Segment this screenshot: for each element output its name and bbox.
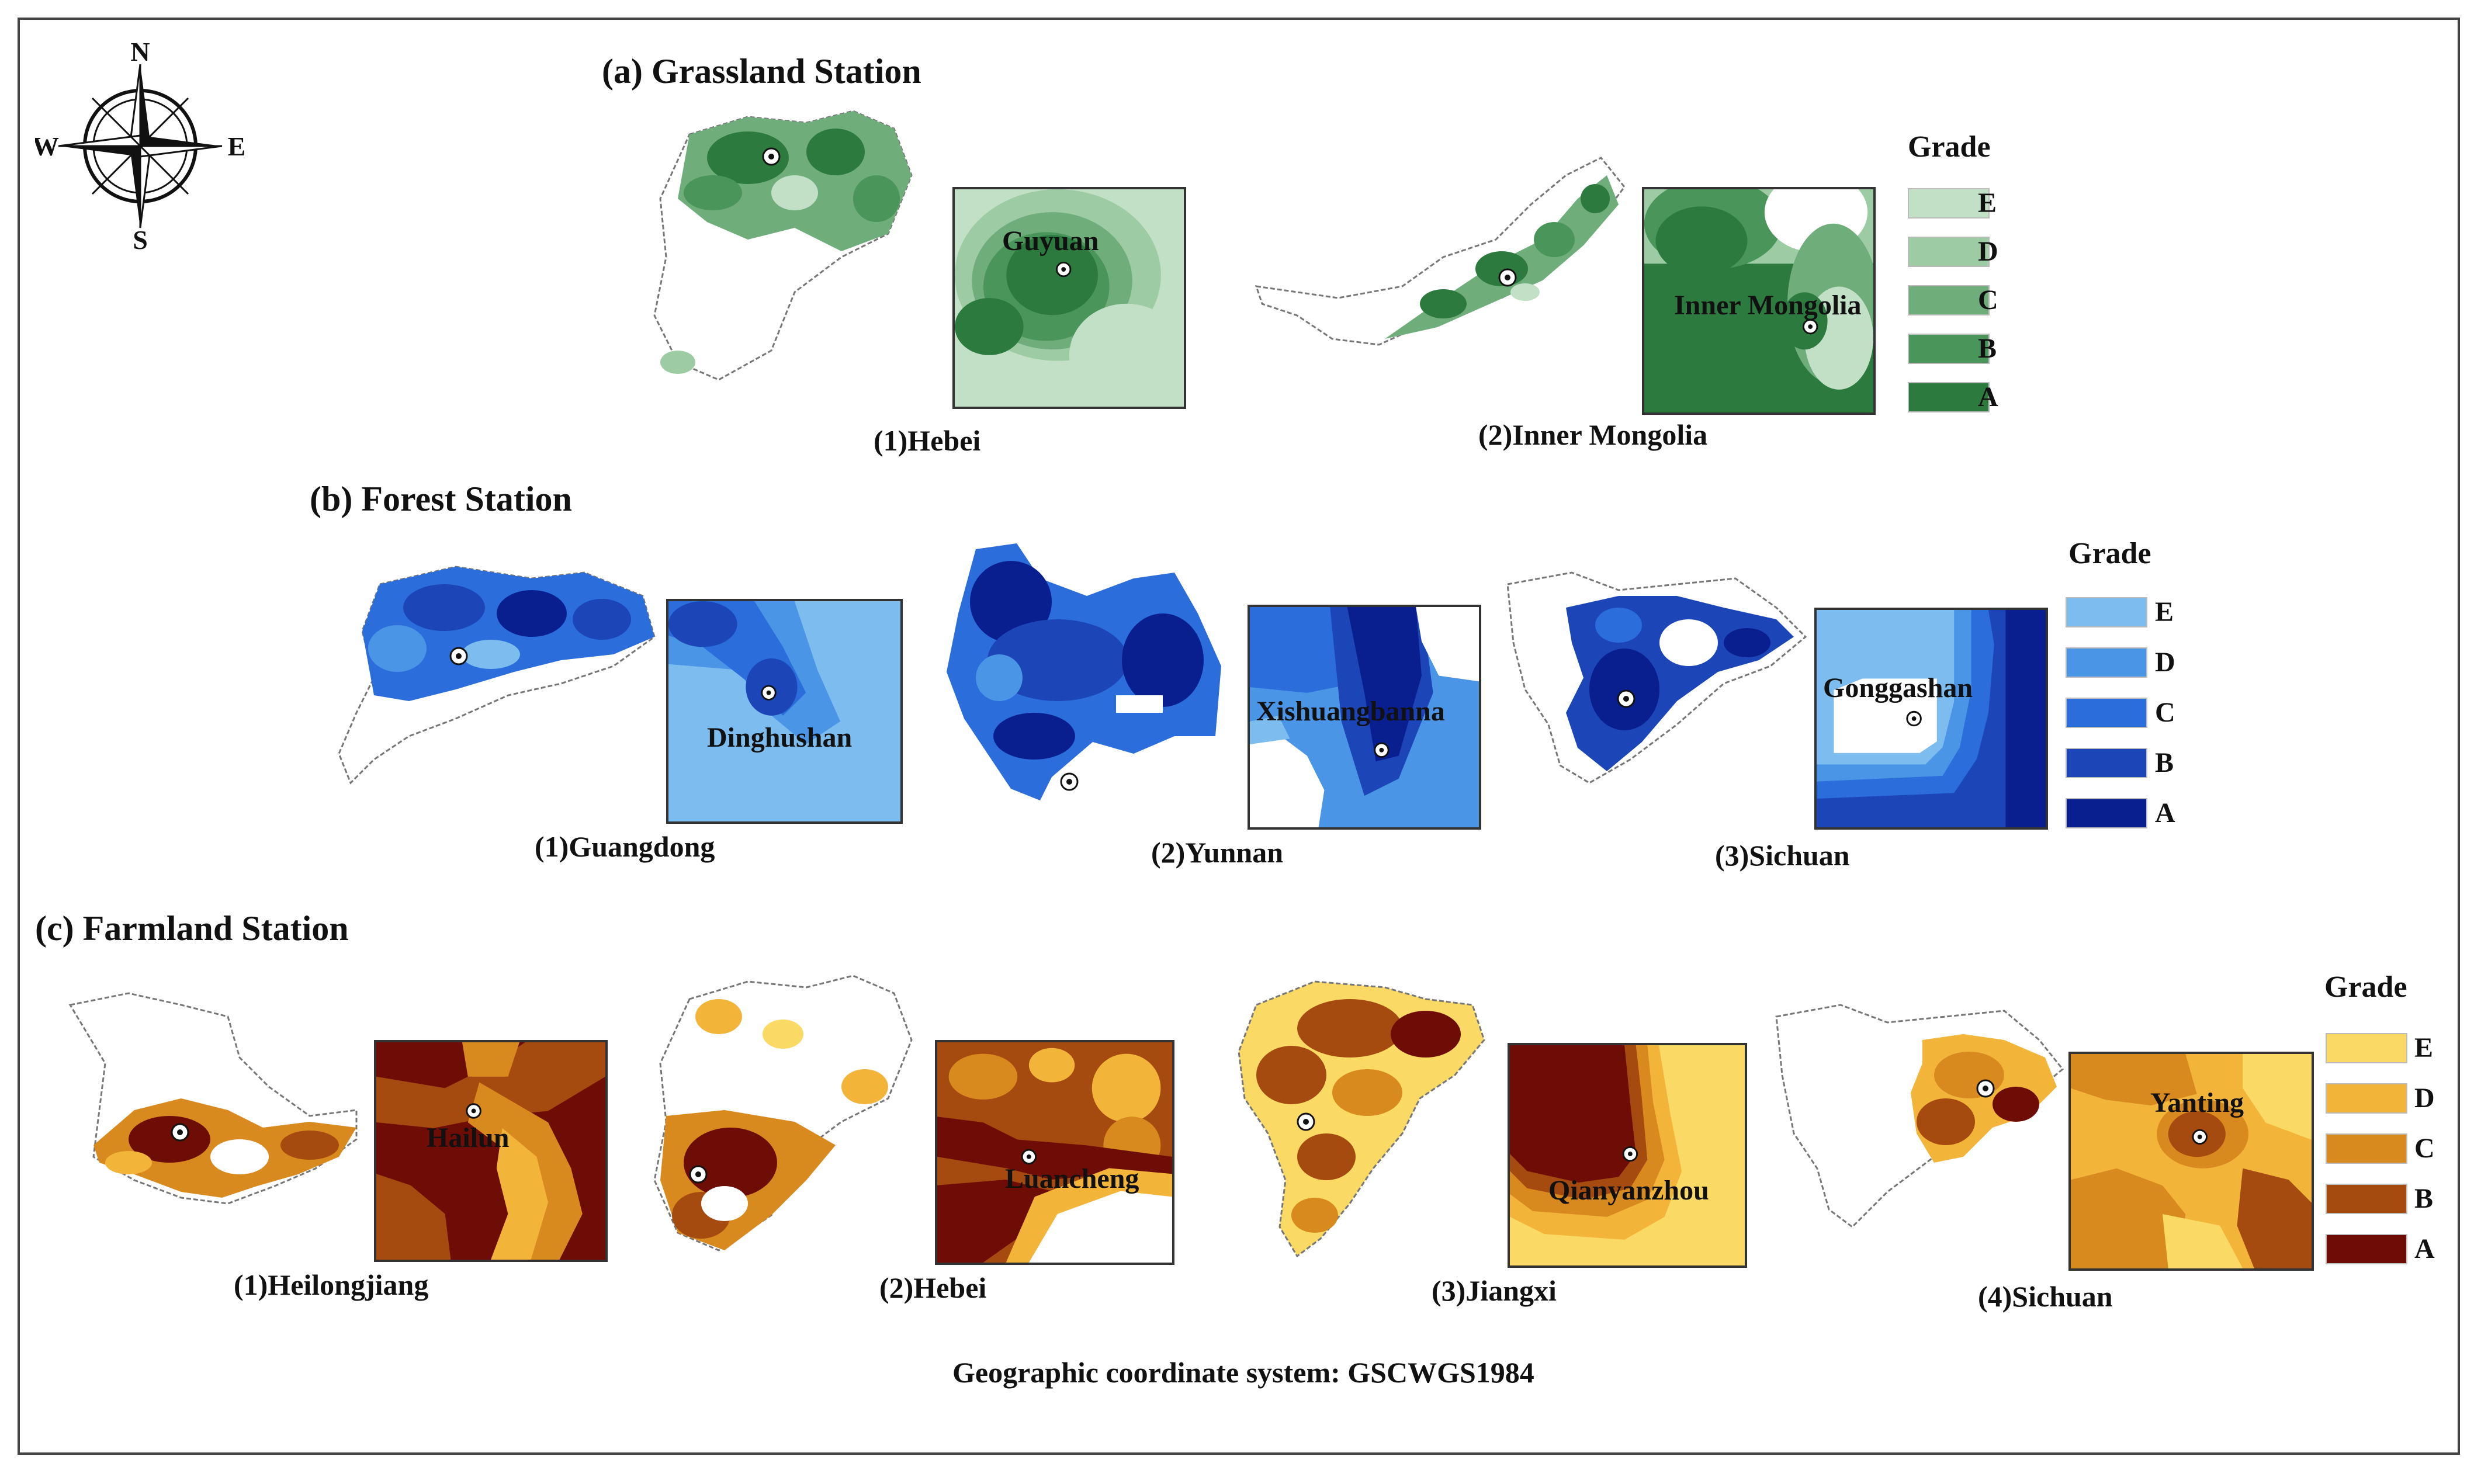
station-label-gonggashan: Gonggashan — [1823, 672, 1973, 703]
section-title-forest: (b) Forest Station — [310, 480, 572, 518]
legend-grade-farmland-d: D — [2414, 1083, 2435, 1114]
station-label-yanting: Yanting — [2150, 1087, 2244, 1118]
station-label-dinghushan: Dinghushan — [707, 722, 853, 753]
section-title-farmland: (c) Farmland Station — [35, 909, 349, 948]
inset-farmland-hailun — [374, 1040, 608, 1262]
region-map-farmland-sichuan — [1770, 1004, 2064, 1239]
legend-grade-farmland-e: E — [2414, 1032, 2434, 1063]
legend-grade-farmland-a: A — [2414, 1233, 2435, 1264]
legend-grade-forest-c: C — [2155, 697, 2175, 728]
legend-grade-grassland-e: E — [1978, 188, 1997, 219]
legend-title-forest: Grade — [2068, 537, 2151, 570]
legend-grade-farmland-c: C — [2414, 1133, 2435, 1164]
legend-swatch-grassland-c — [1908, 285, 1990, 315]
region-map-grassland-hebei — [643, 105, 935, 386]
legend-grade-grassland-d: D — [1978, 236, 1998, 267]
legend-swatch-grassland-a — [1908, 382, 1990, 412]
legend-swatch-forest-d — [2066, 647, 2147, 678]
legend-grade-grassland-a: A — [1978, 382, 1998, 412]
caption-farmland-jiangxi: (3)Jiangxi — [1432, 1274, 1557, 1307]
legend-title-grassland: Grade — [1908, 130, 1991, 164]
station-label-guyuan: Guyuan — [1002, 226, 1099, 256]
legend-grade-grassland-b: B — [1978, 333, 1997, 364]
figure-border — [18, 18, 2460, 1455]
caption-forest-yunnan: (2)Yunnan — [1151, 836, 1284, 869]
inset-forest-gonggashan — [1814, 608, 2048, 830]
compass-east: E — [228, 131, 245, 161]
legend-swatch-forest-a — [2066, 798, 2147, 828]
legend-swatch-forest-e — [2066, 597, 2147, 627]
legend-swatch-forest-c — [2066, 698, 2147, 728]
caption-forest-guangdong: (1)Guangdong — [535, 830, 715, 863]
inset-farmland-qianyanzhou — [1508, 1043, 1747, 1268]
legend-title-farmland: Grade — [2324, 970, 2407, 1004]
inset-grassland-inner-mongolia — [1642, 187, 1876, 415]
caption-forest-sichuan: (3)Sichuan — [1715, 839, 1850, 872]
legend-swatch-grassland-b — [1908, 334, 1990, 364]
legend-grade-farmland-b: B — [2414, 1183, 2434, 1214]
station-label-qianyanzhou: Qianyanzhou — [1548, 1175, 1709, 1206]
legend-grade-forest-a: A — [2155, 798, 2175, 828]
inset-farmland-luancheng — [935, 1040, 1174, 1265]
region-map-farmland-heilongjiang — [64, 992, 368, 1215]
legend-swatch-forest-b — [2066, 748, 2147, 778]
legend-swatch-grassland-d — [1908, 237, 1990, 267]
inset-farmland-yanting — [2068, 1052, 2314, 1271]
legend-swatch-farmland-e — [2326, 1033, 2407, 1063]
station-label-xishuangbanna: Xishuangbanna — [1256, 696, 1445, 727]
inset-forest-xishuangbanna — [1248, 605, 1481, 830]
station-label-inner-mongolia: Inner Mongolia — [1674, 290, 1862, 321]
legend-swatch-grassland-e — [1908, 188, 1990, 219]
caption-grassland-hebei: (1)Hebei — [874, 424, 981, 457]
legend-grade-forest-b: B — [2155, 747, 2174, 778]
station-label-luancheng: Luancheng — [1005, 1163, 1139, 1194]
compass-rose-icon: N S E W — [32, 37, 245, 255]
legend-grade-forest-e: E — [2155, 597, 2174, 627]
region-map-farmland-hebei — [643, 970, 923, 1262]
region-map-forest-sichuan — [1502, 571, 1807, 795]
caption-farmland-sichuan: (4)Sichuan — [1978, 1280, 2113, 1313]
region-map-forest-yunnan — [941, 543, 1227, 806]
legend-swatch-farmland-d — [2326, 1083, 2407, 1114]
region-map-grassland-inner-mongolia — [1250, 152, 1630, 362]
inset-grassland-guyuan — [952, 187, 1186, 409]
legend-swatch-farmland-a — [2326, 1234, 2407, 1264]
station-label-hailun: Hailun — [427, 1122, 510, 1153]
coordinate-system-note: Geographic coordinate system: GSCWGS1984 — [952, 1356, 1534, 1389]
region-map-forest-guangdong — [338, 561, 656, 789]
legend-grade-forest-d: D — [2155, 647, 2175, 678]
section-title-grassland: (a) Grassland Station — [602, 52, 921, 91]
region-map-farmland-jiangxi — [1233, 980, 1485, 1262]
legend-swatch-farmland-b — [2326, 1184, 2407, 1214]
caption-farmland-heilongjiang: (1)Heilongjiang — [234, 1268, 429, 1301]
legend-grade-grassland-c: C — [1978, 285, 1998, 315]
caption-grassland-inner-mongolia: (2)Inner Mongolia — [1478, 418, 1708, 451]
legend-swatch-farmland-c — [2326, 1133, 2407, 1164]
compass-south: S — [133, 225, 148, 251]
compass-west: W — [35, 131, 59, 161]
caption-farmland-hebei: (2)Hebei — [879, 1271, 987, 1304]
inset-forest-dinghushan — [666, 599, 903, 824]
compass-north: N — [130, 41, 150, 67]
